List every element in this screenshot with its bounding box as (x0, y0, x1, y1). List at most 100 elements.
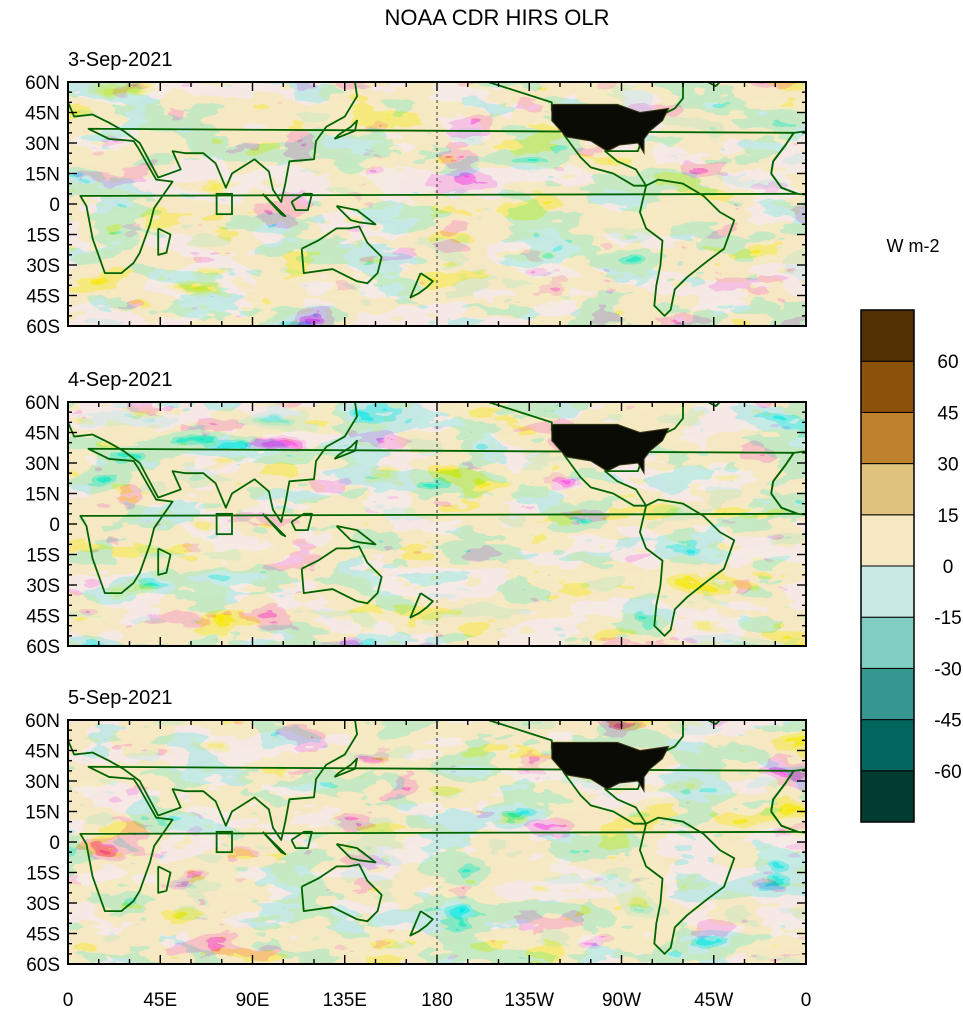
colorbar-swatch (860, 309, 915, 362)
y-tick-label: 45S (26, 287, 60, 308)
x-tick-label: 90E (236, 990, 270, 1011)
panel-date-label: 4-Sep-2021 (68, 369, 173, 391)
new-guinea-outline (335, 205, 377, 226)
africa-outline (79, 447, 799, 595)
colorbar-swatch (860, 616, 915, 669)
colorbar-swatch (860, 411, 915, 465)
panel-date-label: 3-Sep-2021 (68, 49, 173, 71)
south-america-outline (639, 498, 736, 637)
borneo-outline (290, 830, 313, 849)
madagascar-outline (157, 227, 172, 256)
borneo-outline (290, 192, 313, 212)
map-panel-3: 5-Sep-2021 60N 45N 30N 15N 0 15S 30S 45S 60S (25, 687, 807, 976)
y-tick-label: 45N (25, 104, 60, 125)
borneo-outline (290, 512, 313, 531)
y-tick-label: 60N (25, 73, 60, 94)
olr-field (68, 82, 806, 326)
y-tick-label: 15S (26, 864, 60, 885)
usa-county-lines (551, 741, 670, 793)
colorbar-level-label: -45 (934, 711, 961, 732)
sumatra-outline (262, 831, 287, 856)
eurasia-outline (68, 82, 358, 203)
y-tick-label: 0 (49, 833, 60, 854)
japan-outline (333, 119, 358, 140)
eurasia-outline (68, 720, 358, 841)
y-tick-label: 15N (25, 803, 60, 824)
axis-ticks (67, 81, 807, 327)
colorbar-swatch (860, 514, 915, 567)
y-tick-label: 45N (25, 424, 60, 445)
x-tick-label: 180 (421, 990, 453, 1011)
sumatra-outline (262, 193, 287, 218)
olr-field (68, 402, 806, 646)
region-box (215, 830, 233, 854)
australia-outline (300, 225, 383, 285)
coastlines (68, 402, 806, 637)
colorbar-level-label: 45 (937, 403, 958, 424)
y-tick-label: 15S (26, 546, 60, 567)
olr-field (68, 720, 806, 964)
region-box (215, 192, 233, 216)
x-tick-label: 90W (602, 990, 641, 1011)
y-tick-label: 60N (25, 393, 60, 414)
new-zealand-outline (409, 592, 434, 619)
australia-outline (300, 863, 383, 923)
colorbar-swatch (860, 463, 915, 516)
y-tick-label: 30S (26, 256, 60, 277)
x-tick-label: 135E (323, 990, 367, 1011)
y-tick-label: 45N (25, 742, 60, 763)
x-tick-label: 135W (504, 990, 554, 1011)
y-tick-label: 30S (26, 894, 60, 915)
africa-outline (79, 765, 799, 913)
madagascar-outline (157, 547, 172, 576)
colorbar-level-label: 15 (937, 506, 958, 527)
colorbar-level-label: 60 (937, 352, 958, 373)
japan-outline (333, 757, 358, 778)
coastlines (68, 82, 806, 317)
x-tick-label: 0 (801, 990, 812, 1011)
x-tick-label: 45W (694, 990, 733, 1011)
sumatra-outline (262, 513, 287, 538)
colorbar-level-label: 0 (943, 557, 954, 578)
colorbar-level-label: 30 (937, 455, 958, 476)
greenland-outline (707, 402, 721, 407)
colorbar-level-label: -30 (934, 659, 961, 680)
axis-ticks (67, 401, 807, 647)
new-zealand-outline (409, 910, 434, 937)
y-tick-label: 60S (26, 317, 60, 338)
usa-county-lines (551, 103, 670, 155)
coastlines (68, 720, 806, 955)
figure-title: NOAA CDR HIRS OLR (385, 5, 610, 30)
y-tick-label: 15N (25, 165, 60, 186)
y-tick-label: 30N (25, 454, 60, 475)
y-tick-label: 0 (49, 515, 60, 536)
y-tick-label: 0 (49, 195, 60, 216)
usa-county-lines (551, 423, 670, 475)
y-tick-label: 60S (26, 637, 60, 658)
eurasia-outline (68, 402, 358, 523)
y-tick-label: 60N (25, 711, 60, 732)
colorbar-swatch (860, 667, 915, 721)
x-tick-label: 0 (63, 990, 74, 1011)
colorbar-frame (860, 309, 915, 823)
madagascar-outline (157, 865, 172, 894)
colorbar-level-label: -60 (934, 762, 961, 783)
colorbar-swatch (860, 770, 915, 823)
south-america-outline (639, 178, 736, 317)
region-box (215, 512, 233, 536)
colorbar-swatch (860, 360, 915, 413)
new-guinea-outline (335, 525, 377, 546)
colorbar-swatch (860, 565, 915, 618)
colorbar-level-label: -15 (934, 608, 961, 629)
greenland-outline (707, 82, 721, 87)
y-tick-label: 45S (26, 925, 60, 946)
y-tick-label: 30S (26, 576, 60, 597)
japan-outline (333, 439, 358, 460)
y-tick-label: 60S (26, 955, 60, 976)
south-america-outline (639, 816, 736, 955)
greenland-outline (707, 720, 721, 725)
australia-outline (300, 545, 383, 605)
panel-date-label: 5-Sep-2021 (68, 687, 173, 709)
map-panel-1: 3-Sep-2021 60N 45N 30N 15N 0 15S 30S 45S 60S (25, 49, 807, 338)
